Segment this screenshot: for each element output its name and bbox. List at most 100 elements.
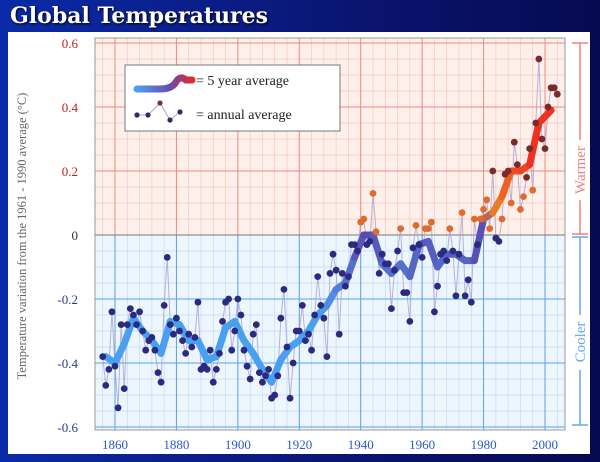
- x-tick-label: 1960: [409, 437, 435, 452]
- legend-annual-label: = annual average: [196, 108, 292, 123]
- annual-point: [520, 193, 527, 201]
- annual-point: [452, 292, 460, 300]
- five-year-average-segment: [231, 317, 248, 345]
- five-year-average-segment: [498, 167, 515, 201]
- annual-point: [298, 302, 306, 309]
- annual-point: [265, 366, 272, 373]
- annual-point: [320, 314, 328, 322]
- y-axis-label: Temperature variation from the 1961 - 19…: [15, 93, 29, 380]
- annual-point: [252, 321, 260, 328]
- five-year-average-segment: [424, 237, 441, 271]
- annual-point: [338, 270, 346, 277]
- annual-point: [391, 266, 398, 274]
- annual-point: [228, 346, 236, 354]
- annual-point: [388, 305, 395, 312]
- annual-point: [163, 254, 171, 261]
- annual-point: [366, 238, 374, 245]
- annual-point: [523, 174, 530, 181]
- annual-point: [329, 250, 337, 258]
- annual-point: [510, 138, 518, 146]
- five-year-average-segment: [194, 337, 211, 364]
- annual-point: [99, 353, 107, 360]
- annual-point: [544, 103, 552, 111]
- annual-point: [209, 378, 217, 386]
- annual-point: [123, 321, 131, 328]
- x-tick-label: 1860: [102, 437, 128, 452]
- annual-point: [461, 292, 469, 300]
- y-tick-label: -0.4: [57, 356, 78, 371]
- annual-point: [406, 318, 414, 325]
- annual-point: [117, 321, 125, 328]
- annual-point: [286, 394, 294, 402]
- five-year-average-segment: [544, 106, 555, 117]
- annual-point: [173, 314, 180, 322]
- annual-point: [446, 225, 454, 233]
- annual-point: [314, 273, 322, 280]
- y-tick-label: -0.6: [57, 420, 78, 435]
- annual-point: [108, 308, 116, 316]
- annual-point: [212, 366, 220, 373]
- y-tick-label: 0.4: [62, 100, 79, 115]
- annual-point: [255, 369, 263, 376]
- annual-point: [409, 244, 417, 252]
- annual-point: [351, 241, 358, 249]
- annual-point: [274, 372, 282, 380]
- five-year-average-segment: [120, 314, 137, 348]
- annual-point: [458, 209, 466, 217]
- annual-point: [225, 295, 233, 303]
- annual-point: [237, 311, 245, 319]
- annual-point: [133, 321, 140, 328]
- annual-point: [495, 238, 503, 245]
- annual-point: [535, 55, 543, 63]
- five-year-average-segment: [369, 231, 386, 268]
- plot-border: [94, 37, 566, 431]
- annual-point: [148, 334, 156, 341]
- annual-point: [154, 369, 162, 376]
- annual-point: [182, 350, 190, 357]
- annual-point: [185, 330, 193, 338]
- legend-annual-point: [134, 112, 140, 118]
- annual-point: [216, 350, 223, 357]
- annual-point: [464, 276, 472, 284]
- y-tick-label: 0.2: [62, 164, 78, 179]
- annual-point: [271, 391, 279, 399]
- y-tick-label: 0.6: [62, 36, 79, 51]
- annual-point: [486, 225, 494, 233]
- annual-point: [345, 273, 352, 280]
- annual-point: [467, 298, 475, 306]
- x-tick-label: 1880: [163, 437, 189, 452]
- x-tick-label: 1940: [348, 437, 374, 452]
- annual-point: [262, 372, 269, 380]
- annual-point: [332, 266, 340, 274]
- five-year-average-segment: [526, 119, 543, 169]
- annual-point: [191, 334, 199, 341]
- annual-point: [166, 321, 174, 328]
- annual-point: [111, 362, 119, 370]
- annual-point: [507, 199, 515, 207]
- legend-annual-point: [167, 117, 173, 123]
- y-tick-label: -0.2: [57, 292, 78, 307]
- annual-point: [105, 366, 113, 373]
- annual-point: [142, 346, 150, 354]
- annual-point: [160, 302, 168, 309]
- legend-annual-point: [145, 112, 151, 118]
- annual-point: [283, 343, 291, 351]
- cooler-label: Cooler: [573, 322, 589, 363]
- annual-point: [326, 270, 334, 277]
- annual-point: [206, 346, 214, 354]
- annual-point: [277, 314, 285, 322]
- annual-point: [136, 308, 143, 316]
- annual-point: [188, 343, 196, 351]
- five-year-average-segment: [470, 215, 488, 265]
- legend-annual-point: [177, 109, 183, 115]
- chart-title: Global Temperatures: [10, 3, 268, 29]
- annual-point: [323, 353, 331, 360]
- annual-point: [403, 289, 411, 296]
- annual-point: [384, 260, 392, 268]
- annual-point: [498, 215, 506, 223]
- annual-point: [504, 167, 512, 175]
- annual-point: [308, 346, 315, 354]
- annual-point: [449, 247, 457, 255]
- annual-point: [120, 385, 128, 392]
- annual-point: [139, 327, 147, 335]
